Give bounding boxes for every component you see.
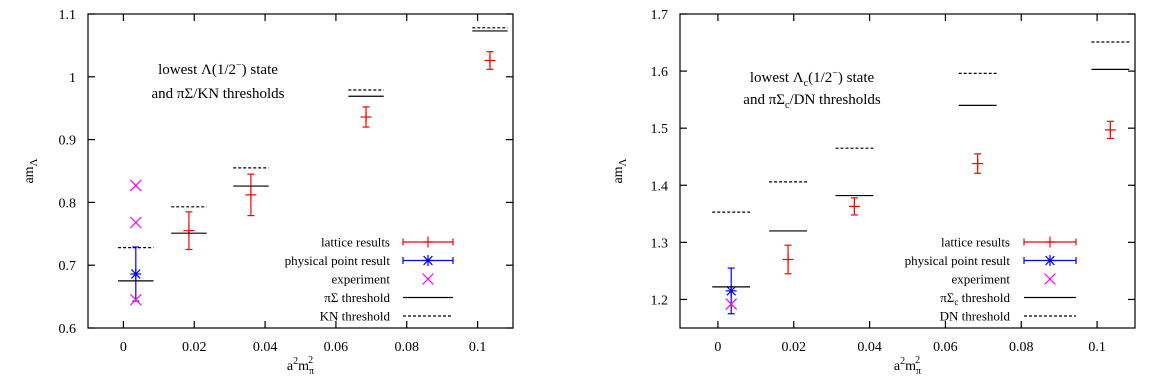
legend-label-threshold2: DN threshold — [940, 309, 1011, 324]
series-lattice — [782, 120, 1116, 275]
experiment-point-d2 — [129, 179, 142, 192]
chart-2: 0 0.02 0.04 0.06 0.08 0.1 1.2 1.3 1.4 1.5 1.6 1.7 am… — [611, 8, 1136, 377]
y-tick-label: 1.6 — [651, 65, 669, 80]
x-tick-label: 0.04 — [857, 340, 882, 355]
x-tick-label: 0.02 — [782, 340, 807, 355]
annotation-line-2: and πΣc/DN thresholds — [743, 92, 881, 111]
series-physical — [725, 267, 737, 315]
x-tick-label: 0.1 — [469, 340, 487, 355]
legend-marker-experiment-d2 — [1044, 273, 1056, 285]
series-physical — [130, 246, 142, 302]
x-tick-label: 0.08 — [1009, 340, 1034, 355]
y-tick-label: 0.8 — [59, 196, 77, 211]
plot-frame — [679, 13, 1136, 329]
legend-label-physical: physical point result — [285, 253, 391, 268]
x-tick-label: 0 — [714, 340, 721, 355]
legend-label-physical: physical point result — [905, 253, 1011, 268]
legend-label-lattice: lattice results — [941, 235, 1010, 250]
legend-marker-physical-d2 — [1045, 255, 1055, 266]
physical-point-d2 — [130, 269, 141, 279]
y-tick-label: 0.6 — [59, 322, 77, 337]
annotation-line-1: lowest Λ(1/2−) state — [158, 60, 278, 78]
series-threshold2 — [118, 27, 508, 249]
x-tick-label: 0.06 — [933, 340, 958, 355]
y-tick-label: 0.7 — [59, 259, 77, 274]
y-axis-label: amΛ — [611, 158, 629, 183]
x-axis-label: a2mπ2 — [287, 355, 314, 377]
experiment-point-d2 — [129, 293, 142, 306]
y-tick-label: 1.2 — [651, 293, 669, 308]
legend: lattice results physical point result expe… — [905, 235, 1077, 324]
series-threshold1 — [712, 68, 1130, 288]
x-tick-label: 0.08 — [395, 340, 420, 355]
legend-label-threshold1: πΣc threshold — [940, 290, 1010, 307]
x-tick-label: 0.1 — [1088, 340, 1106, 355]
x-tick-label: 0 — [120, 340, 127, 355]
x-axis-label: a2mπ2 — [894, 355, 921, 377]
x-tick-label: 0.04 — [253, 340, 278, 355]
y-tick-label: 1.1 — [59, 8, 77, 23]
annotation-line-1: lowest Λc(1/2−) state — [750, 68, 875, 89]
y-tick-label: 1.5 — [651, 122, 669, 137]
x-tick-label: 0.02 — [182, 340, 207, 355]
series-threshold1 — [118, 30, 508, 282]
physical-point-d2 — [726, 286, 737, 296]
x-tick-label: 0.06 — [324, 340, 349, 355]
y-tick-label: 1.3 — [651, 236, 669, 251]
legend-marker-experiment-d2 — [422, 273, 434, 285]
plot-frame — [87, 13, 514, 329]
y-tick-label: 1.4 — [651, 179, 669, 194]
experiment-point-d2 — [129, 216, 142, 229]
legend-label-experiment: experiment — [952, 272, 1011, 287]
series-threshold2 — [712, 41, 1130, 213]
annotation-line-2: and πΣ/KN thresholds — [152, 86, 285, 102]
legend-label-experiment: experiment — [332, 272, 391, 287]
experiment-point-d2 — [725, 298, 738, 310]
y-tick-label: 1 — [69, 71, 76, 86]
series-lattice — [183, 51, 496, 251]
series-experiment — [725, 298, 738, 310]
y-axis-label: amΛ — [22, 158, 40, 183]
legend-label-threshold1: πΣ threshold — [324, 290, 390, 305]
legend-label-threshold2: KN threshold — [320, 309, 391, 324]
y-tick-label: 1.7 — [651, 8, 669, 23]
legend-label-lattice: lattice results — [321, 235, 390, 250]
series-experiment — [129, 179, 142, 306]
legend-marker-physical-d2 — [423, 255, 433, 266]
y-tick-label: 0.9 — [59, 134, 77, 149]
chart-1: 0 0.02 0.04 0.06 0.08 0.1 0.6 0.7 0.8 0.9 1 1.1 amΛ a… — [22, 8, 514, 377]
legend: lattice results physical point result expe… — [285, 235, 454, 324]
